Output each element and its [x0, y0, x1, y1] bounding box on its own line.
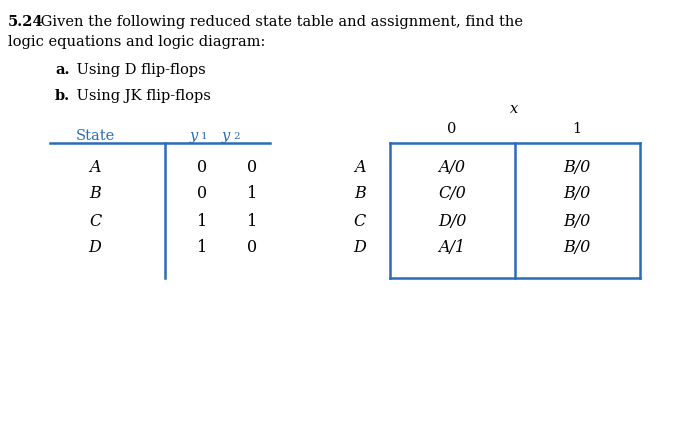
Text: 1: 1	[247, 212, 257, 229]
Text: 0: 0	[197, 185, 207, 202]
Text: 5.24: 5.24	[8, 15, 43, 29]
Text: 1: 1	[197, 239, 207, 256]
Text: 0: 0	[247, 158, 257, 175]
Text: 1: 1	[247, 185, 257, 202]
Text: D/0: D/0	[438, 212, 466, 229]
Text: a.: a.	[55, 63, 70, 77]
Text: A/1: A/1	[439, 239, 466, 256]
Text: y: y	[222, 129, 230, 143]
Text: A: A	[89, 158, 101, 175]
Text: 0: 0	[447, 122, 457, 136]
Text: C/0: C/0	[438, 185, 466, 202]
Text: D: D	[89, 239, 102, 256]
Text: 1: 1	[197, 212, 207, 229]
Text: x: x	[511, 102, 519, 116]
Text: B/0: B/0	[563, 239, 591, 256]
Text: C: C	[354, 212, 366, 229]
Text: B/0: B/0	[563, 212, 591, 229]
Text: b.: b.	[55, 89, 70, 103]
Text: State: State	[75, 129, 115, 143]
Text: B/0: B/0	[563, 158, 591, 175]
Text: Given the following reduced state table and assignment, find the: Given the following reduced state table …	[36, 15, 523, 29]
Text: 1: 1	[572, 122, 582, 136]
Text: Using JK flip-flops: Using JK flip-flops	[72, 89, 211, 103]
Text: C: C	[89, 212, 101, 229]
Text: B: B	[354, 185, 366, 202]
Text: D: D	[353, 239, 366, 256]
Text: logic equations and logic diagram:: logic equations and logic diagram:	[8, 35, 265, 49]
Text: A: A	[354, 158, 365, 175]
Text: B/0: B/0	[563, 185, 591, 202]
Text: A/0: A/0	[439, 158, 466, 175]
Text: 0: 0	[247, 239, 257, 256]
Text: Using D flip-flops: Using D flip-flops	[72, 63, 205, 77]
Text: 1: 1	[201, 132, 207, 141]
Text: 2: 2	[233, 132, 239, 141]
Text: B: B	[89, 185, 101, 202]
Text: 0: 0	[197, 158, 207, 175]
Text: y: y	[190, 129, 198, 143]
